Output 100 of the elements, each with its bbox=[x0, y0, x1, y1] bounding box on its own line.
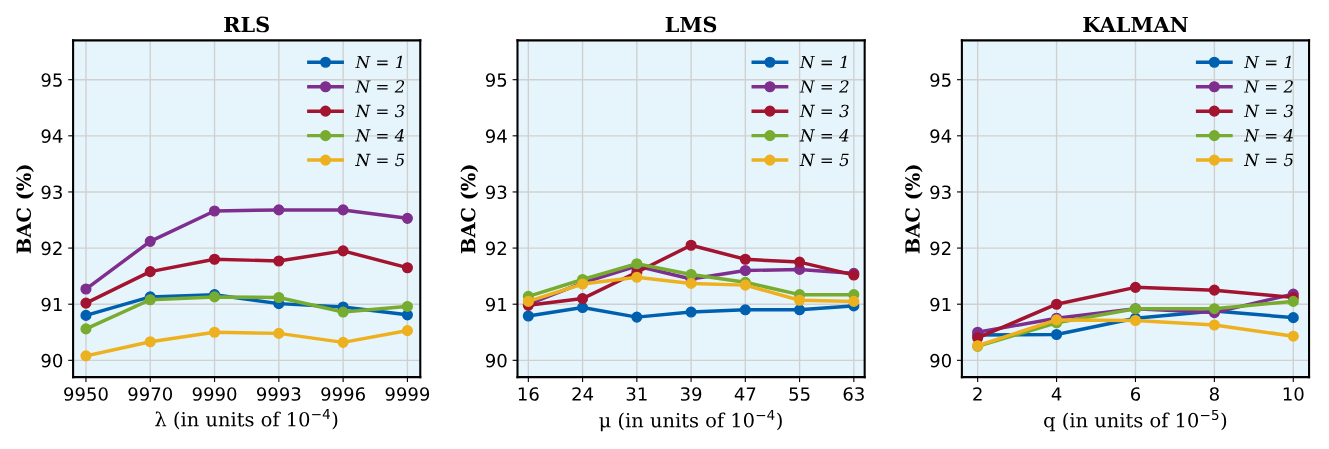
x-tick-label: 16 bbox=[518, 387, 539, 401]
point bbox=[522, 310, 534, 322]
point bbox=[631, 311, 643, 323]
point bbox=[739, 253, 751, 265]
y-axis-title: BAC (%) bbox=[16, 165, 34, 254]
x-tick-label: 39 bbox=[680, 387, 702, 401]
point bbox=[685, 277, 697, 289]
point bbox=[794, 256, 806, 268]
legend-label: N = 4 bbox=[799, 129, 849, 142]
x-tick-label: 9970 bbox=[128, 387, 173, 401]
y-tick-label: 92 bbox=[41, 241, 62, 256]
x-tick-label: 2 bbox=[973, 387, 982, 401]
x-tick-label: 6 bbox=[1130, 387, 1141, 401]
y-tick-label: 90 bbox=[485, 353, 507, 368]
x-axis-title: λ (in units of 10$^{−4}$) bbox=[155, 408, 338, 430]
legend-label: N = 5 bbox=[799, 153, 849, 167]
point bbox=[144, 266, 156, 278]
x-tick-label: 9993 bbox=[256, 387, 301, 401]
point bbox=[739, 264, 751, 277]
legend-label: N = 4 bbox=[355, 129, 405, 142]
point bbox=[577, 302, 589, 314]
x-tick-label: 24 bbox=[572, 387, 594, 401]
point bbox=[273, 255, 285, 267]
point bbox=[1051, 298, 1063, 310]
point bbox=[685, 239, 697, 251]
point bbox=[1129, 281, 1142, 293]
point bbox=[577, 293, 589, 305]
y-tick-label: 95 bbox=[485, 73, 507, 87]
point bbox=[337, 245, 349, 257]
legend-label: N = 3 bbox=[799, 104, 849, 118]
x-tick-label: 10 bbox=[1283, 387, 1304, 401]
legend-label: N = 3 bbox=[1243, 104, 1294, 118]
point bbox=[1208, 284, 1220, 296]
legend-label: N = 5 bbox=[1243, 153, 1294, 167]
point bbox=[208, 326, 221, 338]
legend-label: N = 2 bbox=[799, 80, 849, 93]
point bbox=[685, 306, 697, 318]
point bbox=[273, 327, 285, 339]
x-tick-label: 4 bbox=[1051, 387, 1062, 401]
y-tick-label: 94 bbox=[930, 129, 952, 143]
y-tick-label: 95 bbox=[41, 73, 62, 87]
point bbox=[273, 291, 285, 304]
point bbox=[848, 295, 860, 307]
x-tick-label: 47 bbox=[734, 387, 756, 401]
point bbox=[80, 309, 92, 321]
point bbox=[794, 294, 806, 306]
point bbox=[273, 204, 285, 216]
point bbox=[401, 325, 413, 337]
x-tick-label: 9950 bbox=[64, 387, 108, 401]
point bbox=[80, 323, 92, 335]
point bbox=[208, 205, 221, 217]
point bbox=[401, 262, 413, 274]
y-tick-label: 93 bbox=[485, 185, 507, 200]
legend-label: N = 1 bbox=[799, 55, 847, 69]
chart-title: RLS bbox=[224, 16, 269, 33]
y-tick-label: 90 bbox=[41, 353, 63, 368]
point bbox=[337, 204, 349, 216]
x-tick-label: 9999 bbox=[385, 387, 430, 401]
y-tick-label: 93 bbox=[41, 185, 62, 200]
point bbox=[144, 235, 156, 247]
point bbox=[1287, 312, 1299, 324]
y-tick-label: 92 bbox=[485, 241, 506, 256]
point bbox=[1051, 328, 1063, 341]
point bbox=[1287, 330, 1299, 342]
point bbox=[144, 336, 156, 348]
x-axis-title: μ (in units of 10$^{−4}$) bbox=[599, 409, 782, 432]
point bbox=[337, 336, 349, 348]
x-tick-label: 8 bbox=[1209, 387, 1219, 401]
y-tick-label: 94 bbox=[41, 129, 63, 143]
point bbox=[794, 304, 806, 316]
point bbox=[1208, 319, 1220, 331]
x-tick-label: 55 bbox=[789, 387, 810, 401]
x-tick-label: 9990 bbox=[192, 387, 237, 401]
point bbox=[739, 304, 751, 316]
y-axis-title: BAC (%) bbox=[460, 165, 479, 254]
point bbox=[80, 297, 92, 309]
x-tick-label: 31 bbox=[626, 387, 647, 401]
point bbox=[401, 212, 413, 224]
y-tick-label: 91 bbox=[485, 297, 507, 312]
legend-label: N = 5 bbox=[355, 153, 405, 167]
y-tick-label: 94 bbox=[485, 129, 507, 143]
y-tick-label: 91 bbox=[930, 297, 951, 312]
x-axis-title: q (in units of 10$^{−5}$) bbox=[1044, 409, 1227, 432]
y-axis-title: BAC (%) bbox=[904, 165, 923, 254]
point bbox=[401, 300, 413, 312]
point bbox=[631, 271, 643, 283]
legend-label: N = 2 bbox=[1243, 80, 1293, 93]
point bbox=[80, 350, 92, 362]
x-tick-label: 63 bbox=[843, 387, 864, 401]
legend-label: N = 3 bbox=[355, 104, 405, 118]
y-tick-label: 95 bbox=[930, 73, 951, 87]
x-tick-label: 9996 bbox=[321, 387, 365, 401]
legend-label: N = 1 bbox=[1243, 55, 1291, 69]
point bbox=[80, 283, 92, 295]
y-tick-label: 92 bbox=[930, 241, 951, 256]
y-tick-label: 91 bbox=[41, 297, 62, 312]
legend-label: N = 2 bbox=[355, 80, 405, 93]
chart-title: LMS bbox=[665, 16, 717, 33]
legend-label: N = 4 bbox=[1243, 129, 1293, 142]
point bbox=[208, 253, 221, 265]
